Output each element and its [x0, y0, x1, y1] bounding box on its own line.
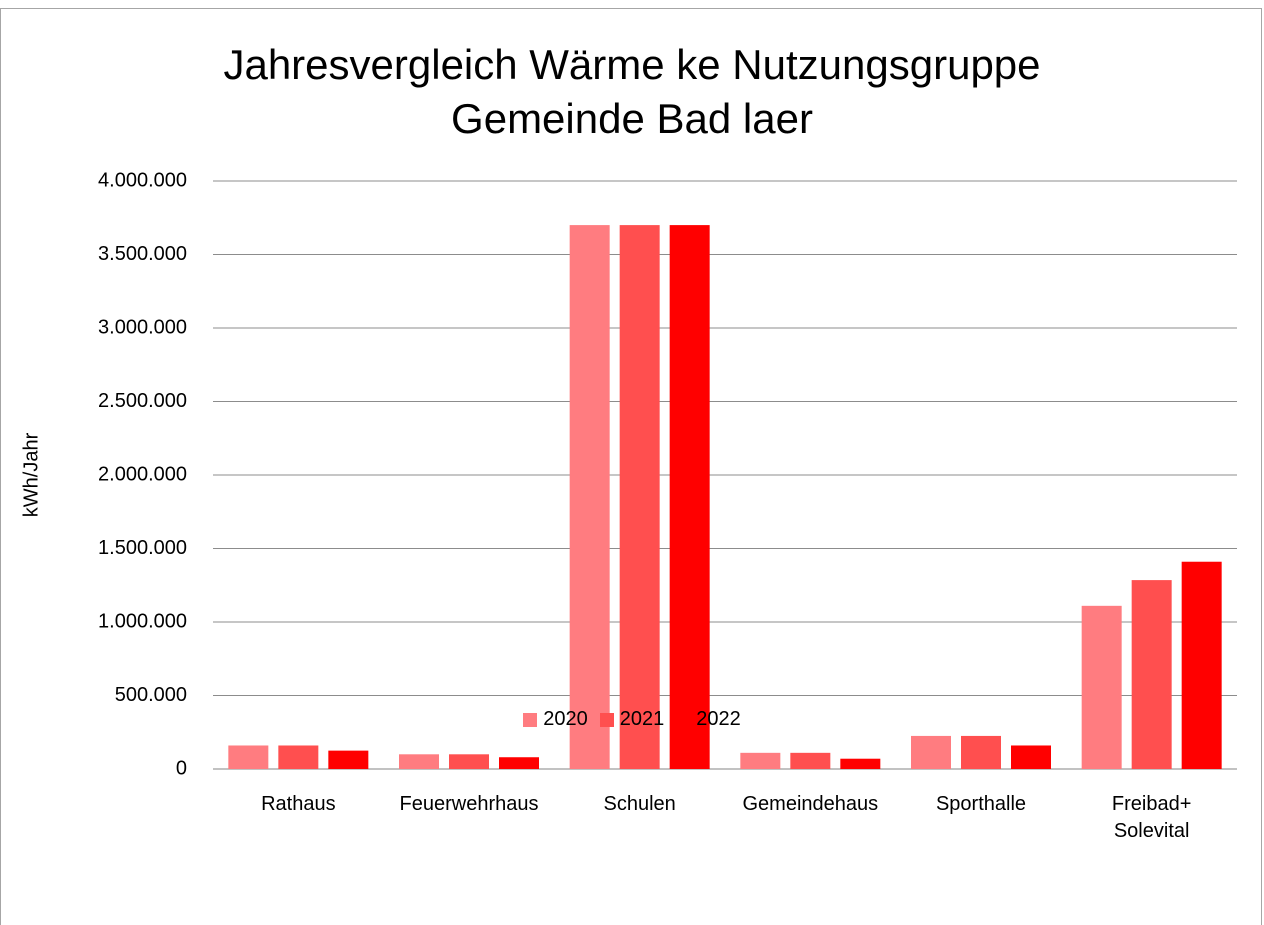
legend-label: 2021: [619, 708, 665, 730]
bar: [228, 745, 269, 769]
legend-label: 2020: [543, 708, 588, 730]
bar: [328, 750, 369, 769]
x-tick-label: Rathaus: [261, 793, 336, 815]
bar: [961, 735, 1001, 769]
legend-item: 2022: [676, 708, 741, 731]
x-tick-label: Schulen: [603, 793, 676, 815]
x-tick-label: Gemeindehaus: [742, 793, 879, 815]
y-tick-label: 500.000: [115, 684, 187, 706]
y-tick-label: 4.000.000: [98, 169, 187, 191]
bar: [840, 758, 881, 769]
y-tick-label: 1.500.000: [98, 537, 187, 559]
bar: [399, 754, 439, 769]
chart-border: [0, 8, 1262, 925]
bar: [1081, 605, 1122, 769]
y-axis-label: kWh/Jahr: [20, 432, 42, 517]
legend-label: 2022: [696, 708, 741, 730]
y-tick-label: 0: [176, 757, 187, 779]
y-tick-label: 3.000.000: [98, 316, 187, 338]
bar: [790, 752, 831, 769]
bar: [1181, 561, 1222, 769]
legend-swatch: [676, 712, 691, 727]
bar: [911, 735, 951, 769]
bar: [278, 745, 319, 769]
y-tick-label: 1.000.000: [98, 610, 187, 632]
bar: [569, 225, 610, 770]
bar: [619, 225, 660, 770]
legend-item: 2021: [599, 708, 665, 731]
bar: [499, 757, 539, 769]
legend-item: 2020: [523, 708, 588, 731]
x-tick-label: Freibad+ Solevital: [1111, 793, 1192, 842]
bar: [669, 225, 710, 770]
chart-title: Jahresvergleich Wärme ke Nutzungsgruppe …: [223, 41, 1041, 142]
legend: 2020 2021 2022: [0, 708, 1264, 731]
legend-swatch: [599, 712, 614, 727]
bar: [449, 754, 489, 769]
y-tick-label: 2.000.000: [98, 463, 187, 485]
x-tick-label: Feuerwehrhaus: [399, 793, 539, 815]
bar: [1131, 580, 1172, 769]
bar: [740, 752, 781, 769]
y-tick-label: 2.500.000: [98, 390, 187, 412]
x-tick-label: Sporthalle: [935, 793, 1027, 815]
legend-swatch: [523, 712, 538, 727]
bar: [1011, 745, 1051, 769]
y-tick-label: 3.500.000: [98, 243, 187, 265]
